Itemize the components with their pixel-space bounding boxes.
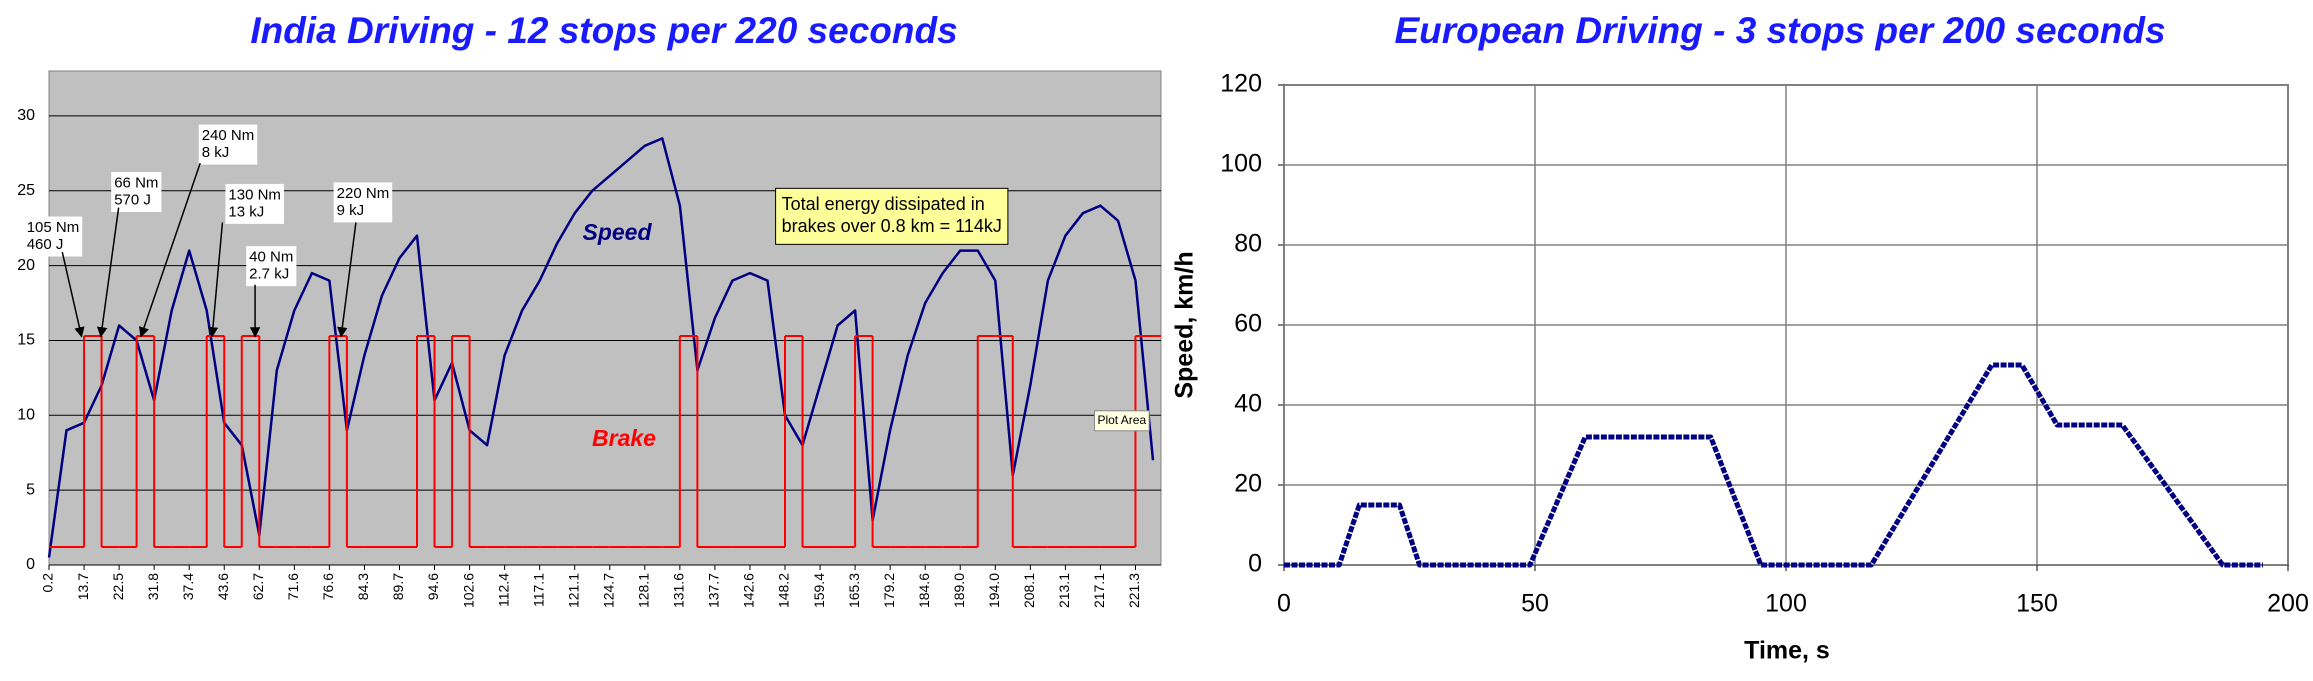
x-tick-label: 142.6	[741, 573, 757, 608]
y-tick-label: 5	[26, 481, 35, 498]
y-axis-label: Speed, km/h	[1171, 251, 1199, 398]
y-tick-label: 100	[1220, 150, 1262, 178]
annotation-arrow	[96, 207, 120, 338]
annotation-box	[198, 124, 258, 165]
annotation: Plot Area	[1093, 410, 1150, 432]
x-tick-label: 148.2	[776, 573, 792, 608]
x-tick-label: 89.7	[390, 573, 406, 600]
x-tick-label: 102.6	[460, 573, 476, 608]
annotation: 240 Nm8 kJ	[198, 124, 258, 165]
x-tick-label: 184.6	[916, 573, 932, 608]
annotation-text: 460 J	[27, 236, 64, 253]
annotation-text: 13 kJ	[228, 203, 264, 220]
annotation-arrow	[61, 251, 85, 338]
annotation-text: 2.7 kJ	[249, 266, 289, 283]
y-tick-label: 0	[1248, 550, 1262, 578]
speed-line	[1284, 362, 2263, 568]
x-tick-label: 179.2	[881, 573, 897, 608]
annotation: 40 Nm2.7 kJ	[246, 246, 297, 287]
annotation-text: 66 Nm	[114, 174, 158, 191]
y-tick-label: 25	[17, 182, 35, 199]
x-tick-label: 159.4	[811, 573, 827, 608]
x-tick-label: 50	[1521, 590, 1549, 618]
x-tick-label: 94.6	[425, 573, 441, 600]
annotation-box	[225, 183, 284, 224]
x-tick-label: 137.7	[706, 573, 722, 608]
annotation-box	[111, 172, 162, 213]
y-tick-label: 15	[17, 332, 35, 349]
x-tick-label: 112.4	[495, 573, 511, 607]
series-label: Brake	[592, 425, 656, 451]
x-tick-label: 221.3	[1126, 573, 1142, 608]
y-tick-label: 120	[1220, 70, 1262, 98]
annotation-arrow	[138, 162, 201, 338]
y-tick-label: 30	[17, 107, 35, 124]
annotation-text: 570 J	[114, 191, 151, 208]
annotation-text: 9 kJ	[337, 202, 365, 219]
annotation-text: 8 kJ	[202, 144, 230, 161]
x-tick-label: 165.3	[846, 573, 862, 608]
y-tick-label: 80	[1234, 230, 1262, 258]
y-tick-label: 40	[1234, 390, 1262, 418]
y-tick-label: 60	[1234, 310, 1262, 338]
x-tick-label: 128.1	[636, 573, 652, 608]
annotation-text: Total energy dissipated in	[782, 194, 985, 214]
x-tick-label: 13.7	[75, 573, 91, 600]
annotation-text: brakes over 0.8 km = 114kJ	[782, 216, 1002, 236]
annotation-box	[333, 182, 393, 223]
annotation-box	[246, 246, 297, 287]
annotation-text: 105 Nm	[27, 219, 80, 236]
x-tick-label: 194.0	[986, 573, 1002, 608]
annotation-text: 240 Nm	[202, 127, 255, 144]
chart-title: European Driving - 3 stops per 200 secon…	[1394, 10, 2165, 51]
x-tick-label: 37.4	[180, 573, 196, 600]
x-tick-label: 121.1	[565, 573, 581, 608]
annotation-box	[775, 187, 1009, 245]
x-tick-label: 150	[2016, 590, 2058, 618]
series-label: Speed	[582, 219, 652, 245]
x-tick-label: 124.7	[600, 573, 616, 608]
annotation-box	[23, 216, 83, 257]
x-tick-label: 0.2	[40, 573, 56, 593]
x-tick-label: 31.8	[145, 573, 161, 600]
x-tick-label: 189.0	[951, 573, 967, 608]
y-tick-label: 0	[26, 556, 35, 573]
y-tick-label: 10	[17, 407, 35, 424]
x-tick-label: 84.3	[355, 573, 371, 600]
x-tick-label: 100	[1765, 590, 1807, 618]
x-axis-label: Time, s	[1744, 637, 1830, 665]
annotation-text: 220 Nm	[337, 185, 390, 202]
x-tick-label: 62.7	[250, 573, 266, 600]
x-tick-label: 0	[1277, 590, 1291, 618]
y-tick-label: 20	[1234, 470, 1262, 498]
x-tick-label: 43.6	[215, 573, 231, 600]
annotation-arrow	[207, 222, 224, 338]
x-tick-label: 131.6	[671, 573, 687, 608]
x-tick-label: 76.6	[320, 573, 336, 600]
annotation-box	[1093, 410, 1150, 432]
speed-line	[47, 137, 1155, 558]
x-tick-label: 217.1	[1091, 573, 1107, 608]
annotation-text: 130 Nm	[228, 186, 281, 203]
annotation: 220 Nm9 kJ	[333, 182, 393, 223]
annotation-arrow	[337, 222, 357, 338]
annotation-text: Plot Area	[1097, 413, 1146, 427]
x-tick-label: 71.6	[285, 573, 301, 600]
chart-title: India Driving - 12 stops per 220 seconds	[250, 10, 957, 51]
x-tick-label: 22.5	[110, 573, 126, 600]
x-tick-label: 208.1	[1021, 573, 1037, 608]
x-tick-label: 200	[2267, 590, 2309, 618]
y-tick-label: 20	[17, 257, 35, 274]
x-tick-label: 117.1	[530, 573, 546, 607]
annotation-text: 40 Nm	[249, 249, 293, 266]
x-tick-label: 213.1	[1056, 573, 1072, 608]
